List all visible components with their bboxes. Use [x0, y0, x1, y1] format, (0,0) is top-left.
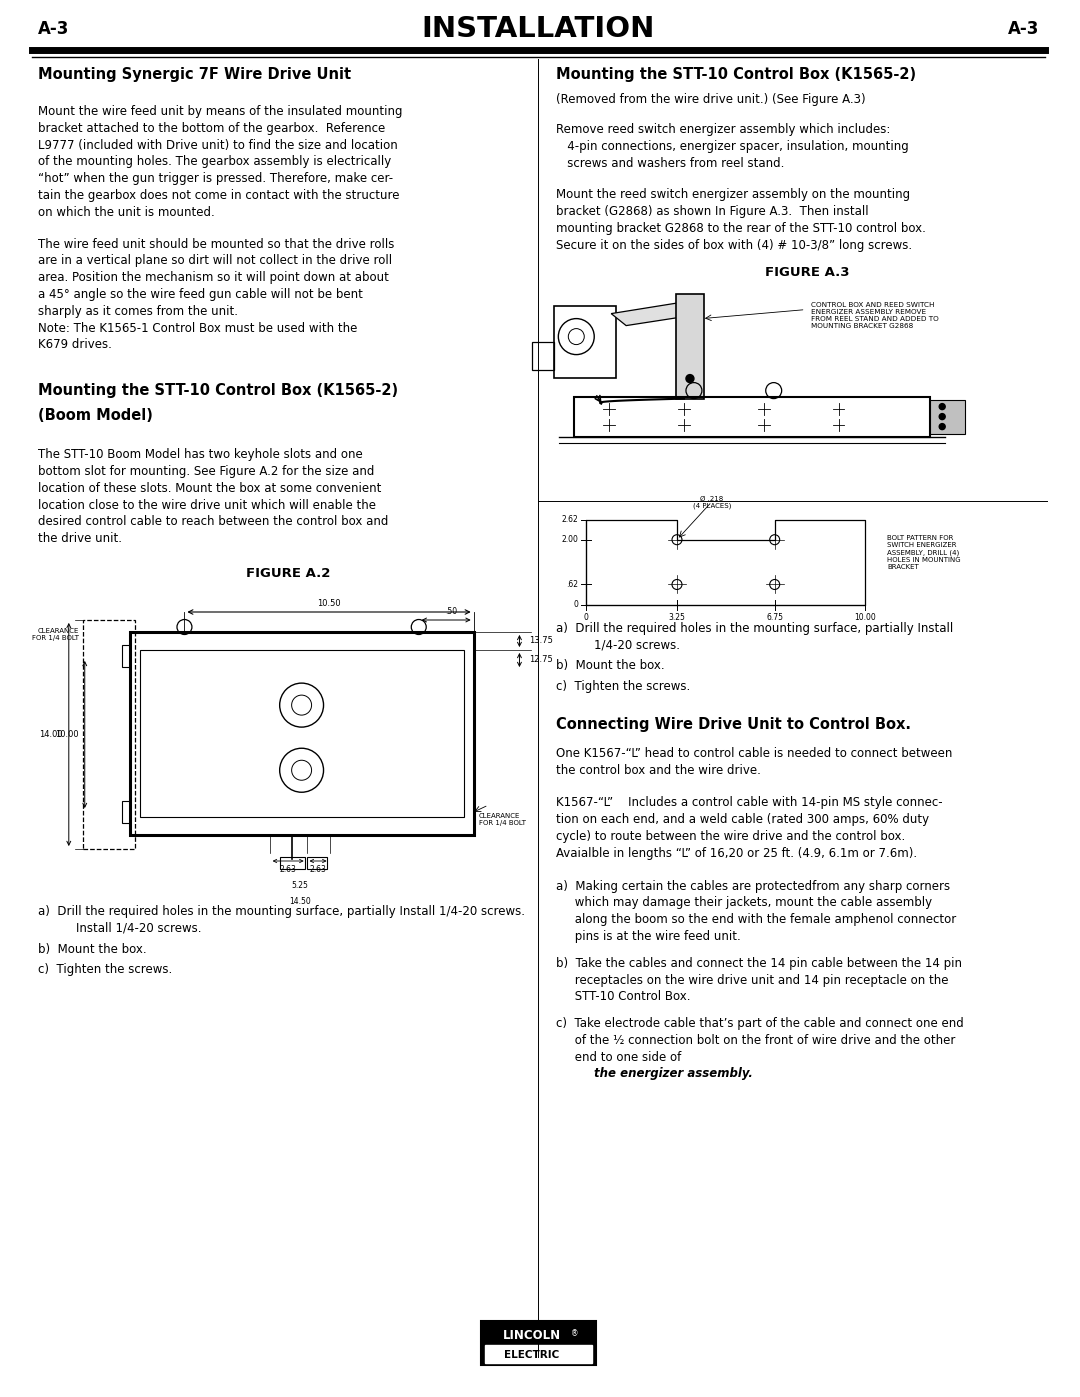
Text: 14.00: 14.00	[39, 731, 63, 739]
Text: Note: The K1565-1 Control Box must be used with the: Note: The K1565-1 Control Box must be us…	[38, 321, 357, 335]
Text: 14.50: 14.50	[288, 897, 310, 907]
Text: bottom slot for mounting. See Figure A.2 for the size and: bottom slot for mounting. See Figure A.2…	[38, 465, 375, 478]
Text: One K1567-“L” head to control cable is needed to connect between: One K1567-“L” head to control cable is n…	[556, 747, 953, 760]
Text: STT-10: STT-10	[510, 1320, 567, 1334]
Text: 1/4-20 screws.: 1/4-20 screws.	[594, 638, 680, 651]
Text: Mounting Synergic 7F Wire Drive Unit: Mounting Synergic 7F Wire Drive Unit	[38, 67, 351, 82]
Text: FIGURE A.2: FIGURE A.2	[246, 567, 330, 580]
Text: the energizer assembly.: the energizer assembly.	[594, 1067, 753, 1080]
Text: 2.62: 2.62	[562, 515, 578, 524]
Text: end to one side of: end to one side of	[556, 1051, 686, 1063]
Circle shape	[686, 374, 694, 383]
Text: 4-pin connections, energizer spacer, insulation, mounting: 4-pin connections, energizer spacer, ins…	[556, 140, 909, 152]
Text: FIGURE A.3: FIGURE A.3	[766, 265, 850, 278]
Text: b)  Take the cables and connect the 14 pin cable between the 14 pin: b) Take the cables and connect the 14 pi…	[556, 957, 962, 970]
Bar	[481, 1322, 596, 1365]
Text: 6.75: 6.75	[766, 613, 783, 622]
Text: Mounting the STT-10 Control Box (K1565-2): Mounting the STT-10 Control Box (K1565-2…	[38, 383, 399, 398]
Text: CONTROL BOX AND REED SWITCH
ENERGIZER ASSEMBLY REMOVE
FROM REEL STAND AND ADDED : CONTROL BOX AND REED SWITCH ENERGIZER AS…	[811, 302, 939, 328]
Text: .62: .62	[566, 580, 578, 590]
Text: 12.75: 12.75	[529, 655, 553, 665]
Text: 3.25: 3.25	[669, 613, 686, 622]
Text: A-3: A-3	[38, 20, 69, 38]
Bar	[122, 800, 130, 823]
Text: 0: 0	[573, 601, 578, 609]
Text: ®: ®	[571, 1329, 579, 1338]
Text: of the ½ connection bolt on the front of wire drive and the other: of the ½ connection bolt on the front of…	[556, 1034, 956, 1046]
Text: location of these slots. Mount the box at some convenient: location of these slots. Mount the box a…	[38, 482, 381, 495]
Circle shape	[940, 423, 945, 430]
Text: screws and washers from reel stand.: screws and washers from reel stand.	[556, 156, 785, 169]
Text: receptacles on the wire drive unit and 14 pin receptacle on the: receptacles on the wire drive unit and 1…	[556, 974, 949, 986]
Text: a)  Drill the required holes in the mounting surface, partially Install 1/4-20 s: a) Drill the required holes in the mount…	[38, 905, 525, 918]
Text: c)  Take electrode cable that’s part of the cable and connect one end: c) Take electrode cable that’s part of t…	[556, 1017, 964, 1030]
Text: tain the gearbox does not come in contact with the structure: tain the gearbox does not come in contac…	[38, 189, 400, 203]
Text: 10.50: 10.50	[318, 599, 341, 608]
Bar	[485, 1345, 592, 1363]
Text: 2.00: 2.00	[562, 535, 578, 545]
Bar	[676, 293, 704, 398]
Circle shape	[940, 404, 945, 409]
Text: (Boom Model): (Boom Model)	[38, 408, 152, 423]
Text: are in a vertical plane so dirt will not collect in the drive roll: are in a vertical plane so dirt will not…	[38, 254, 392, 267]
Text: The wire feed unit should be mounted so that the drive rolls: The wire feed unit should be mounted so …	[38, 237, 394, 250]
Text: mounting bracket G2868 to the rear of the STT-10 control box.: mounting bracket G2868 to the rear of th…	[556, 222, 927, 235]
Text: on which the unit is mounted.: on which the unit is mounted.	[38, 205, 215, 219]
Text: K1567-“L”    Includes a control cable with 14-pin MS style connec-: K1567-“L” Includes a control cable with …	[556, 796, 943, 809]
Text: STT-10 Control Box.: STT-10 Control Box.	[556, 990, 691, 1003]
Text: a)  Making certain the cables are protectedfrom any sharp corners: a) Making certain the cables are protect…	[556, 880, 950, 893]
Text: bracket (G2868) as shown In Figure A.3.  Then install: bracket (G2868) as shown In Figure A.3. …	[556, 205, 869, 218]
Bar	[139, 650, 463, 817]
Bar	[307, 856, 326, 869]
Text: b)  Mount the box.: b) Mount the box.	[38, 943, 147, 956]
Text: Ø .218
(4 PLACES): Ø .218 (4 PLACES)	[692, 496, 731, 509]
Text: Avaialble in lengths “L” of 16,20 or 25 ft. (4.9, 6.1m or 7.6m).: Avaialble in lengths “L” of 16,20 or 25 …	[556, 847, 918, 859]
Text: the control box and the wire drive.: the control box and the wire drive.	[556, 764, 761, 777]
Polygon shape	[611, 302, 704, 326]
Bar	[130, 631, 474, 835]
Text: area. Position the mechanism so it will point down at about: area. Position the mechanism so it will …	[38, 271, 389, 284]
Text: Connecting Wire Drive Unit to Control Box.: Connecting Wire Drive Unit to Control Bo…	[556, 717, 912, 732]
Text: bracket attached to the bottom of the gearbox.  Reference: bracket attached to the bottom of the ge…	[38, 122, 386, 134]
Bar	[122, 645, 130, 666]
Text: a 45° angle so the wire feed gun cable will not be bent: a 45° angle so the wire feed gun cable w…	[38, 288, 363, 300]
Text: tion on each end, and a weld cable (rated 300 amps, 60% duty: tion on each end, and a weld cable (rate…	[556, 813, 930, 826]
Text: b)  Mount the box.: b) Mount the box.	[556, 659, 665, 672]
Text: 2.63: 2.63	[280, 865, 297, 875]
Text: .50: .50	[445, 608, 457, 616]
Text: CLEARANCE
FOR 1/4 BOLT: CLEARANCE FOR 1/4 BOLT	[478, 813, 526, 826]
Text: 5.25: 5.25	[292, 882, 308, 890]
Text: BOLT PATTERN FOR
SWITCH ENERGIZER
ASSEMBLY, DRILL (4)
HOLES IN MOUNTING
BRACKET: BOLT PATTERN FOR SWITCH ENERGIZER ASSEMB…	[888, 535, 961, 570]
Text: The STT-10 Boom Model has two keyhole slots and one: The STT-10 Boom Model has two keyhole sl…	[38, 448, 363, 461]
Text: LINCOLN: LINCOLN	[502, 1329, 561, 1341]
Text: Remove reed switch energizer assembly which includes:: Remove reed switch energizer assembly wh…	[556, 123, 891, 136]
Text: Install 1/4-20 screws.: Install 1/4-20 screws.	[76, 922, 201, 935]
Text: CLEARANCE
FOR 1/4 BOLT: CLEARANCE FOR 1/4 BOLT	[31, 629, 79, 641]
Text: A-3: A-3	[1008, 20, 1039, 38]
Text: L9777 (included with Drive unit) to find the size and location: L9777 (included with Drive unit) to find…	[38, 138, 397, 152]
Bar	[532, 342, 554, 370]
Text: ELECTRIC: ELECTRIC	[504, 1351, 559, 1361]
Text: Mount the reed switch energizer assembly on the mounting: Mount the reed switch energizer assembly…	[556, 189, 910, 201]
Text: 13.75: 13.75	[529, 637, 553, 645]
Bar	[930, 400, 966, 433]
Bar	[575, 397, 930, 437]
Text: the drive unit.: the drive unit.	[38, 532, 122, 545]
Text: pins is at the wire feed unit.: pins is at the wire feed unit.	[556, 930, 741, 943]
Text: of the mounting holes. The gearbox assembly is electrically: of the mounting holes. The gearbox assem…	[38, 155, 391, 169]
Text: Mounting the STT-10 Control Box (K1565-2): Mounting the STT-10 Control Box (K1565-2…	[556, 67, 917, 82]
Text: 0: 0	[584, 613, 589, 622]
Text: 2.63: 2.63	[310, 865, 326, 875]
Text: along the boom so the end with the female amphenol connector: along the boom so the end with the femal…	[556, 914, 957, 926]
Text: location close to the wire drive unit which will enable the: location close to the wire drive unit wh…	[38, 499, 376, 511]
Bar	[280, 856, 305, 869]
Text: sharply as it comes from the unit.: sharply as it comes from the unit.	[38, 305, 238, 317]
Text: K679 drives.: K679 drives.	[38, 338, 111, 352]
Text: 10.00: 10.00	[55, 731, 79, 739]
Text: c)  Tighten the screws.: c) Tighten the screws.	[38, 964, 172, 977]
Circle shape	[940, 414, 945, 419]
Text: “hot” when the gun trigger is pressed. Therefore, make cer-: “hot” when the gun trigger is pressed. T…	[38, 172, 393, 186]
Text: (Removed from the wire drive unit.) (See Figure A.3): (Removed from the wire drive unit.) (See…	[556, 94, 866, 106]
Text: Mount the wire feed unit by means of the insulated mounting: Mount the wire feed unit by means of the…	[38, 105, 403, 117]
Text: cycle) to route between the wire drive and the control box.: cycle) to route between the wire drive a…	[556, 830, 906, 842]
